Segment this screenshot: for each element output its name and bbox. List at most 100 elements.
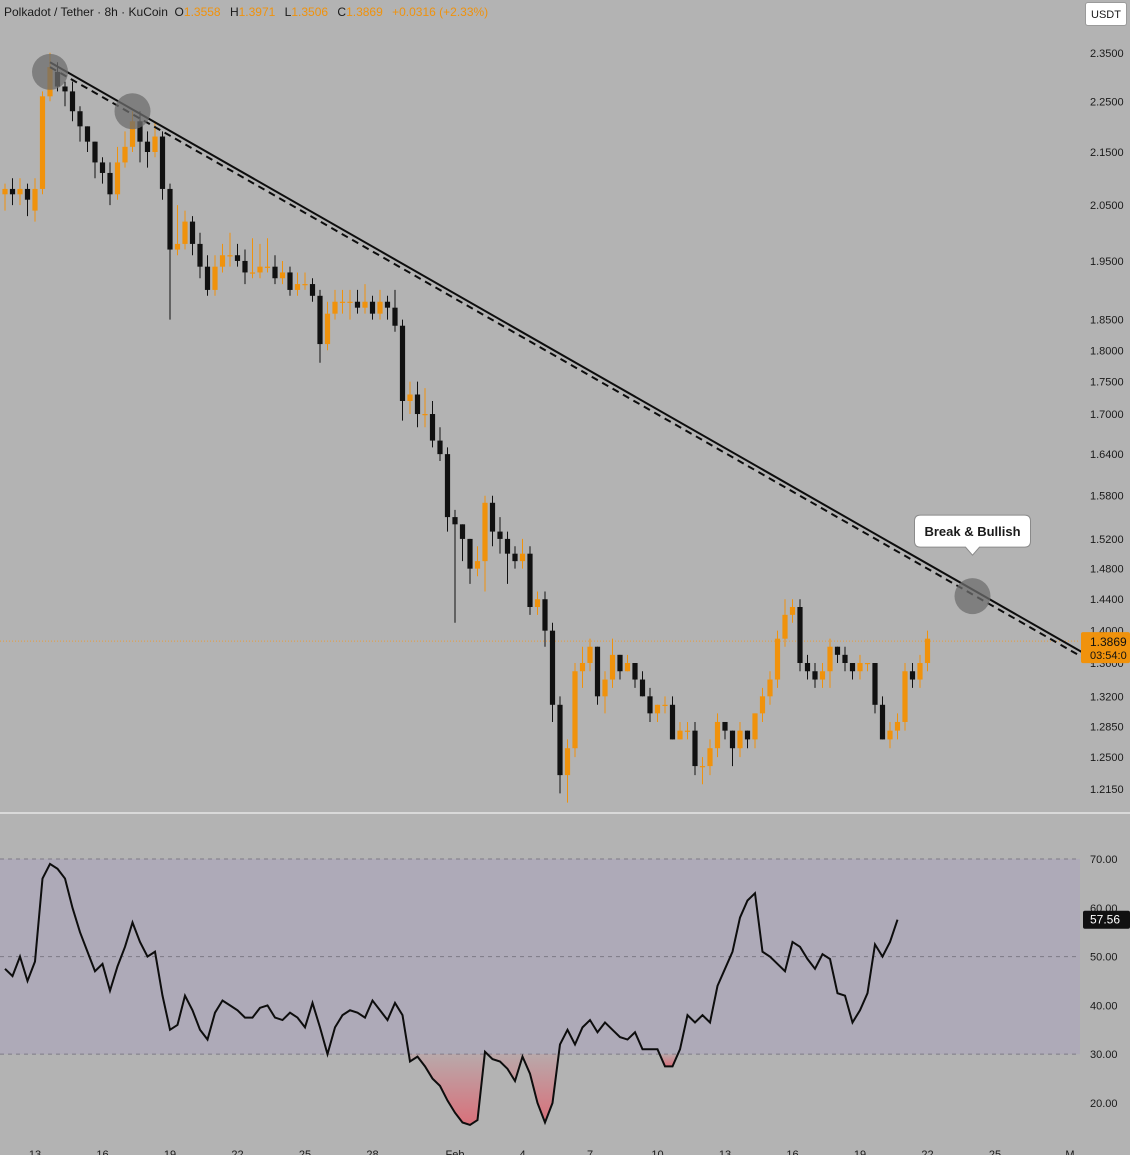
candle-body bbox=[414, 394, 421, 415]
candle bbox=[279, 260, 286, 285]
candle bbox=[789, 599, 796, 623]
time-tick-label: M bbox=[1065, 1149, 1074, 1155]
candle-body bbox=[684, 730, 691, 732]
time-tick-label: 13 bbox=[719, 1149, 731, 1155]
candle bbox=[62, 81, 68, 107]
rsi-tick-label: 20.00 bbox=[1090, 1098, 1118, 1110]
rsi-tick-label: 30.00 bbox=[1090, 1049, 1118, 1061]
candle-body bbox=[669, 704, 676, 740]
candle bbox=[714, 713, 721, 758]
candle-body bbox=[722, 721, 728, 731]
circle-marker-icon bbox=[114, 93, 151, 130]
candle bbox=[444, 447, 451, 532]
candle bbox=[557, 696, 563, 794]
candle-body bbox=[399, 325, 406, 401]
candle-body bbox=[557, 704, 563, 776]
currency-button[interactable]: USDT bbox=[1085, 2, 1127, 26]
candle bbox=[894, 713, 901, 740]
candle-body bbox=[279, 272, 286, 279]
candle-body bbox=[377, 301, 383, 314]
candle-body bbox=[347, 301, 353, 303]
candle-body bbox=[842, 654, 848, 664]
time-tick-label: 16 bbox=[786, 1149, 798, 1155]
price-tick-label: 1.3200 bbox=[1090, 691, 1124, 703]
candle-body bbox=[504, 538, 511, 554]
candle bbox=[647, 687, 653, 722]
candle-body bbox=[699, 766, 706, 768]
price-tick-label: 1.5200 bbox=[1090, 534, 1124, 546]
candle-body bbox=[264, 266, 271, 268]
annotation-bubble bbox=[914, 514, 1031, 556]
candle-body bbox=[99, 162, 106, 173]
candle-body bbox=[714, 721, 721, 749]
time-tick-label: 22 bbox=[231, 1149, 243, 1155]
candle bbox=[339, 289, 346, 314]
candle-body bbox=[459, 524, 466, 539]
candle-body bbox=[144, 141, 151, 152]
candle-body bbox=[84, 126, 91, 142]
candle-body bbox=[572, 671, 578, 749]
candle bbox=[242, 249, 248, 285]
candle-body bbox=[309, 284, 316, 296]
candle-body bbox=[887, 730, 893, 740]
candle bbox=[752, 713, 758, 749]
candle bbox=[17, 178, 23, 206]
price-tick-label: 1.2150 bbox=[1090, 784, 1124, 796]
candle bbox=[354, 289, 361, 314]
candle bbox=[377, 289, 383, 320]
candle bbox=[624, 654, 631, 672]
candle bbox=[722, 721, 728, 740]
candle-body bbox=[242, 260, 248, 273]
candle bbox=[602, 671, 608, 714]
price-tick-label: 2.0500 bbox=[1090, 200, 1124, 212]
high-value: 1.3971 bbox=[238, 5, 276, 19]
candle bbox=[219, 243, 226, 273]
candle bbox=[639, 671, 646, 697]
price-tick-label: 1.9500 bbox=[1090, 256, 1124, 268]
candle bbox=[212, 255, 218, 296]
candle-body bbox=[519, 553, 526, 562]
candle-body bbox=[294, 284, 301, 290]
candle-body bbox=[594, 646, 601, 697]
candle-body bbox=[182, 221, 188, 244]
price-badge-countdown: 03:54:0 bbox=[1090, 650, 1127, 662]
candle-body bbox=[212, 266, 218, 290]
candle bbox=[407, 381, 413, 415]
candle bbox=[804, 654, 811, 680]
rsi-oversold-fill bbox=[487, 1054, 559, 1123]
candle bbox=[759, 687, 766, 722]
candle-body bbox=[9, 188, 16, 195]
rsi-tick-label: 40.00 bbox=[1090, 1000, 1118, 1012]
candle-body bbox=[444, 454, 451, 518]
candle-body bbox=[467, 538, 473, 569]
candle-body bbox=[24, 188, 31, 200]
candle bbox=[609, 638, 616, 688]
candle-body bbox=[527, 553, 533, 608]
time-tick-label: 7 bbox=[587, 1149, 593, 1155]
candle bbox=[684, 721, 691, 740]
circle-marker-icon bbox=[32, 53, 68, 90]
candle bbox=[302, 272, 308, 290]
close-value: 1.3869 bbox=[346, 5, 383, 19]
candle-body bbox=[62, 86, 68, 92]
candle bbox=[114, 146, 121, 200]
candle-body bbox=[422, 414, 428, 416]
price-pane[interactable] bbox=[0, 640, 1130, 814]
candle bbox=[812, 663, 818, 688]
candle-body bbox=[32, 188, 38, 211]
candle-body bbox=[407, 394, 413, 401]
candle-body bbox=[662, 704, 668, 707]
candle-body bbox=[92, 141, 98, 163]
candle-body bbox=[872, 663, 878, 705]
candle bbox=[617, 654, 623, 680]
candle-body bbox=[729, 730, 736, 749]
candle-body bbox=[489, 502, 496, 532]
candle-body bbox=[512, 553, 518, 562]
candle-body bbox=[39, 96, 46, 189]
candle-body bbox=[894, 721, 901, 731]
candle bbox=[842, 646, 848, 672]
price-tick-label: 2.2500 bbox=[1090, 96, 1124, 108]
time-tick-label: 19 bbox=[164, 1149, 176, 1155]
